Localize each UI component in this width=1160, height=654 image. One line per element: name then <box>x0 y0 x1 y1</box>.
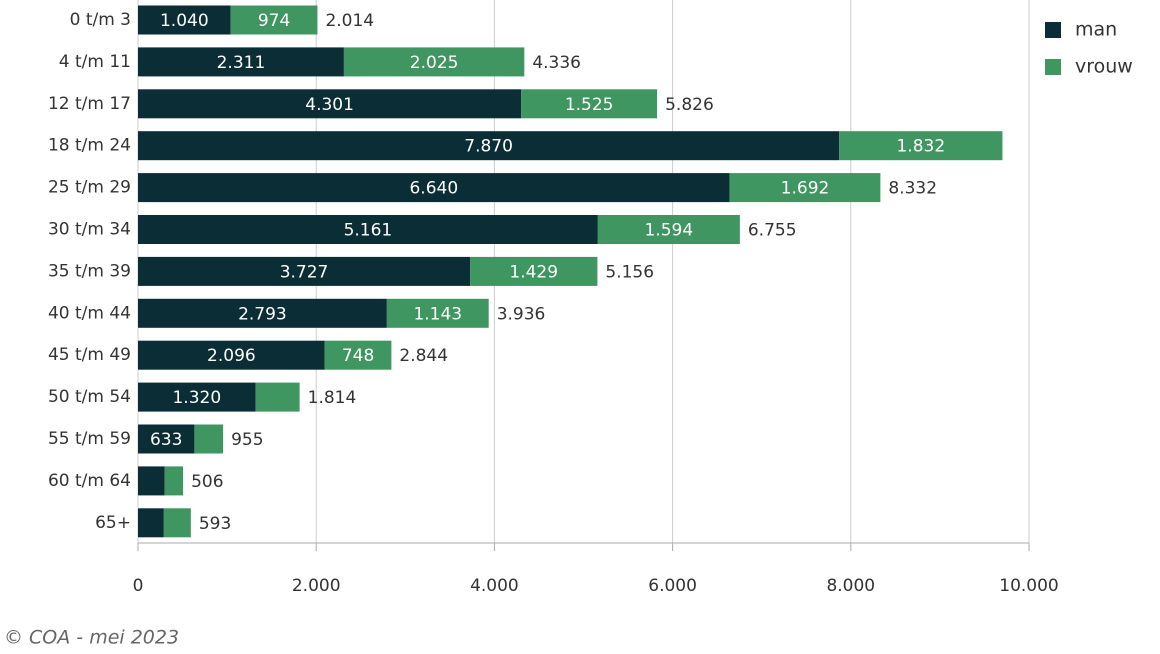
legend-label: man <box>1075 19 1117 41</box>
total-label: 1.814 <box>308 388 357 408</box>
value-label: 1.143 <box>413 304 462 324</box>
bar-segment <box>138 424 195 454</box>
value-label: 1.040 <box>160 11 209 31</box>
value-label: 4.301 <box>305 95 354 115</box>
value-label: 2.793 <box>238 304 287 324</box>
total-label: 6.755 <box>748 221 797 241</box>
value-label: 1.832 <box>896 137 945 157</box>
bar-segment <box>138 173 730 203</box>
y-tick-label: 40 t/m 44 <box>48 303 131 323</box>
bar-segment <box>138 382 256 412</box>
y-tick-label: 25 t/m 29 <box>48 178 131 198</box>
total-label: 593 <box>199 514 231 534</box>
source: © COA - mei 2023 <box>4 627 179 649</box>
bar-segment <box>138 298 387 328</box>
bar-segment <box>138 131 840 161</box>
bar-segment <box>138 340 325 370</box>
total-label: 5.156 <box>605 262 654 282</box>
value-label: 748 <box>342 346 374 366</box>
value-label: 1.429 <box>509 262 558 282</box>
total-label: 5.826 <box>665 95 714 115</box>
bar-segment <box>324 340 392 370</box>
total-label: 3.936 <box>497 304 546 324</box>
value-label: 5.161 <box>344 221 393 241</box>
bar-segment <box>386 298 489 328</box>
y-tick-label: 12 t/m 17 <box>48 94 131 114</box>
y-tick-label: 50 t/m 54 <box>48 387 131 407</box>
y-tick-label: 35 t/m 39 <box>48 261 131 281</box>
x-tick-label: 4.000 <box>470 576 519 596</box>
y-tick-label: 4 t/m 11 <box>59 52 131 72</box>
y-tick-label: 18 t/m 24 <box>48 136 131 156</box>
value-label: 3.727 <box>280 262 329 282</box>
bar-segment <box>138 256 471 286</box>
bar-segment <box>255 382 300 412</box>
total-label: 8.332 <box>888 179 937 199</box>
bar-segment <box>164 466 184 496</box>
x-tick-label: 8.000 <box>826 576 875 596</box>
bar-segment <box>138 466 165 496</box>
y-tick-label: 30 t/m 34 <box>48 220 131 240</box>
total-label: 506 <box>191 472 223 492</box>
value-label: 1.594 <box>645 221 694 241</box>
bar-segment <box>839 131 1003 161</box>
y-tick-label: 60 t/m 64 <box>48 471 131 491</box>
total-label: 955 <box>231 430 263 450</box>
value-label: 7.870 <box>464 137 513 157</box>
value-label: 1.320 <box>172 388 221 408</box>
x-tick-label: 2.000 <box>292 576 341 596</box>
bar-segment <box>138 215 598 244</box>
x-tick-label: 0 <box>133 576 144 596</box>
value-label: 974 <box>258 11 290 31</box>
value-label: 2.311 <box>217 53 266 73</box>
bar-segment <box>729 173 881 203</box>
y-tick-label: 45 t/m 49 <box>48 345 131 365</box>
total-label: 2.844 <box>399 346 448 366</box>
bar-segment <box>521 89 658 119</box>
legend-swatch <box>1045 59 1061 75</box>
value-label: 1.525 <box>565 95 614 115</box>
y-tick-label: 0 t/m 3 <box>70 10 131 30</box>
legend-swatch <box>1045 22 1061 38</box>
value-label: 1.692 <box>781 179 830 199</box>
x-tick-label: 10.000 <box>999 576 1058 596</box>
total-label: 4.336 <box>532 53 581 73</box>
bar-segment <box>597 215 740 244</box>
bar-segment <box>138 89 522 119</box>
bar-segment <box>194 424 224 454</box>
bar-segment <box>138 5 231 35</box>
bar-segment <box>343 47 525 77</box>
bar-segment <box>230 5 318 35</box>
value-label: 2.096 <box>207 346 256 366</box>
legend-label: vrouw <box>1075 56 1133 78</box>
bar-segment <box>138 508 164 538</box>
bar-segment <box>163 508 191 538</box>
value-label: 633 <box>150 430 182 450</box>
bar-segment <box>138 47 344 77</box>
y-tick-label: 65+ <box>95 513 131 533</box>
x-tick-label: 6.000 <box>648 576 697 596</box>
bar-segment <box>470 256 598 286</box>
value-label: 2.025 <box>410 53 459 73</box>
value-label: 6.640 <box>409 179 458 199</box>
y-tick-label: 55 t/m 59 <box>48 429 131 449</box>
total-label: 2.014 <box>325 11 374 31</box>
